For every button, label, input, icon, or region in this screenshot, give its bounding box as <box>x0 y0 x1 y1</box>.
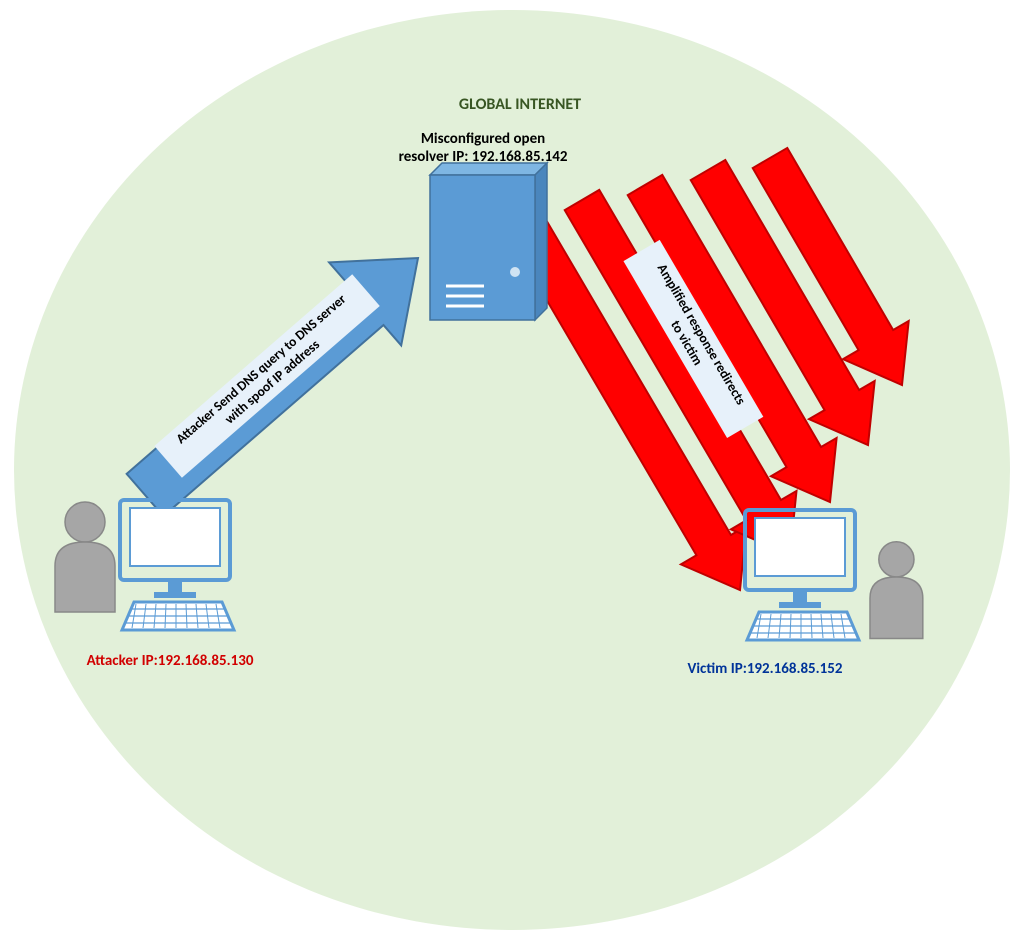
victim-label: Victim IP:192.168.85.152 <box>640 660 890 678</box>
resolver-server-icon <box>430 163 547 320</box>
resolver-label: Misconfigured open resolver IP: 192.168.… <box>358 130 608 166</box>
victim-computer-icon <box>745 510 859 640</box>
global-internet-title: GLOBAL INTERNET <box>420 95 620 114</box>
attacker-computer-icon <box>120 500 234 630</box>
attacker-label: Attacker IP:192.168.85.130 <box>45 652 295 670</box>
